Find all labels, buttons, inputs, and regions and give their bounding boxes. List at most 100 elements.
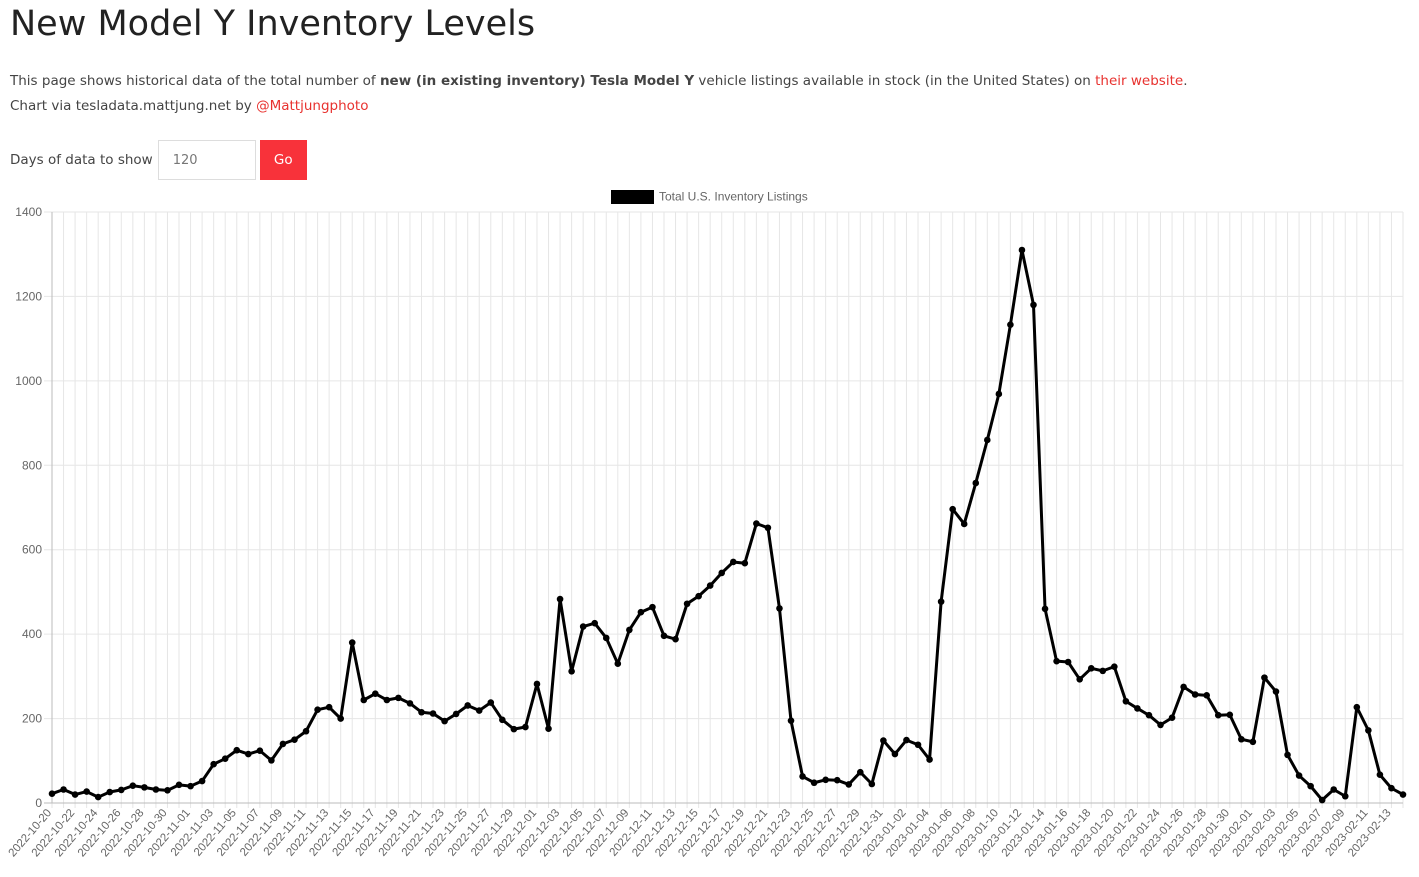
data-point bbox=[672, 635, 679, 643]
data-point bbox=[706, 582, 714, 589]
data-point bbox=[1307, 782, 1314, 790]
data-point bbox=[556, 595, 564, 603]
tesla-website-link[interactable]: their website bbox=[1095, 73, 1184, 89]
data-point bbox=[1261, 674, 1268, 681]
data-point bbox=[903, 736, 910, 744]
data-point bbox=[510, 725, 518, 733]
data-point bbox=[626, 626, 633, 634]
data-point bbox=[383, 696, 391, 704]
data-point bbox=[337, 715, 344, 722]
data-point bbox=[1365, 727, 1372, 734]
data-point bbox=[1007, 321, 1014, 329]
data-point bbox=[683, 600, 691, 608]
data-point bbox=[533, 680, 541, 688]
data-point bbox=[1064, 658, 1072, 666]
data-point bbox=[995, 390, 1003, 398]
data-point bbox=[729, 558, 737, 566]
data-point bbox=[406, 700, 414, 707]
y-tick-label: 0 bbox=[35, 796, 42, 810]
data-point bbox=[279, 740, 287, 748]
days-input[interactable] bbox=[157, 140, 256, 180]
data-point bbox=[487, 699, 495, 706]
data-point bbox=[395, 694, 402, 702]
data-point bbox=[914, 741, 922, 749]
data-point bbox=[1180, 683, 1187, 691]
data-point bbox=[1284, 751, 1291, 759]
data-point bbox=[949, 505, 956, 513]
data-point bbox=[244, 750, 252, 758]
data-point bbox=[1388, 784, 1395, 792]
data-point bbox=[787, 717, 795, 724]
data-point bbox=[868, 780, 876, 788]
data-point bbox=[1168, 714, 1176, 722]
data-point bbox=[1295, 772, 1303, 779]
data-point bbox=[152, 786, 160, 793]
chart-points bbox=[48, 246, 1407, 804]
data-point bbox=[499, 716, 506, 724]
page-title: New Model Y Inventory Levels bbox=[10, 4, 536, 44]
data-point bbox=[822, 776, 829, 784]
data-point bbox=[302, 727, 310, 735]
data-point bbox=[360, 696, 368, 704]
go-button[interactable]: Go bbox=[259, 140, 307, 180]
data-point bbox=[891, 750, 899, 758]
data-point bbox=[637, 608, 645, 616]
data-point bbox=[960, 520, 968, 528]
data-point bbox=[1330, 786, 1338, 793]
data-point bbox=[1318, 796, 1326, 804]
data-point bbox=[1087, 665, 1095, 672]
legend-swatch bbox=[611, 190, 654, 204]
days-label: Days of data to show bbox=[10, 152, 153, 168]
data-point bbox=[129, 782, 137, 789]
data-point bbox=[1122, 697, 1130, 705]
data-point bbox=[1053, 657, 1060, 665]
y-tick-label: 400 bbox=[22, 627, 42, 641]
data-point bbox=[926, 756, 933, 763]
author-link[interactable]: @Mattjungphoto bbox=[256, 98, 369, 114]
y-tick-label: 1000 bbox=[15, 374, 42, 388]
data-point bbox=[256, 747, 264, 754]
data-point bbox=[441, 717, 448, 725]
data-point bbox=[1018, 246, 1026, 254]
data-point bbox=[1249, 738, 1257, 746]
data-point bbox=[325, 703, 333, 711]
data-point bbox=[348, 639, 356, 646]
data-point bbox=[718, 569, 726, 577]
data-point bbox=[372, 690, 379, 697]
data-point bbox=[1030, 301, 1037, 309]
y-tick-label: 800 bbox=[22, 458, 42, 472]
data-point bbox=[591, 619, 599, 627]
chart-legend[interactable]: Total U.S. Inventory Listings bbox=[611, 190, 808, 205]
y-tick-label: 600 bbox=[22, 543, 42, 557]
data-point bbox=[71, 791, 79, 798]
data-point bbox=[1272, 688, 1280, 695]
chart-axes: 02004006008001000120014002022-10-202022-… bbox=[7, 205, 1394, 859]
data-point bbox=[210, 760, 217, 768]
data-point bbox=[568, 667, 575, 675]
data-point bbox=[545, 725, 552, 733]
data-point bbox=[1157, 721, 1164, 729]
data-point bbox=[845, 781, 853, 788]
description-middle: vehicle listings available in stock (in … bbox=[694, 73, 1096, 89]
data-point bbox=[741, 559, 749, 567]
data-point bbox=[810, 779, 818, 787]
data-point bbox=[48, 790, 56, 798]
data-point bbox=[1238, 735, 1245, 743]
y-tick-label: 200 bbox=[22, 712, 42, 726]
data-point bbox=[856, 768, 864, 776]
data-point bbox=[1226, 711, 1234, 719]
data-point bbox=[1191, 691, 1199, 698]
data-point bbox=[429, 710, 437, 717]
data-point bbox=[164, 787, 171, 794]
data-point bbox=[418, 708, 425, 716]
data-point bbox=[475, 707, 483, 714]
data-point bbox=[106, 788, 114, 796]
legend-label: Total U.S. Inventory Listings bbox=[659, 190, 808, 204]
page-description: This page shows historical data of the t… bbox=[10, 72, 1187, 90]
data-point bbox=[695, 592, 702, 600]
data-point bbox=[1214, 711, 1222, 719]
data-point bbox=[1041, 605, 1049, 613]
data-point bbox=[198, 777, 206, 785]
chart-grid bbox=[44, 211, 1404, 808]
y-tick-label: 1200 bbox=[15, 289, 42, 303]
